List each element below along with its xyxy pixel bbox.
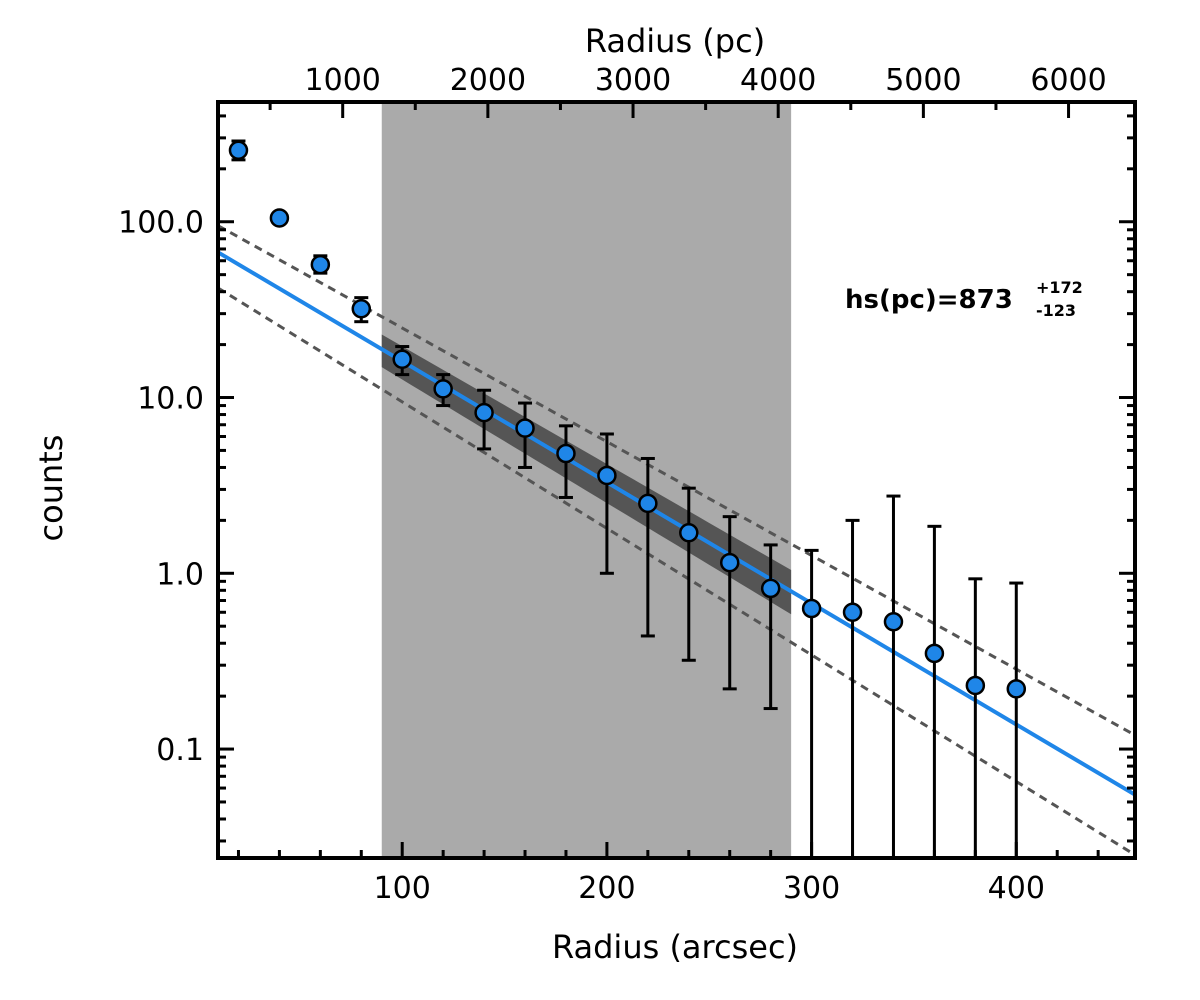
data-point	[638, 493, 658, 514]
x2-tick-label: 3000	[595, 63, 671, 98]
y-tick-label: 1.0	[156, 557, 204, 592]
data-point	[1006, 679, 1027, 699]
data-point	[474, 402, 494, 423]
data-point	[924, 643, 945, 664]
x-tick-label: 100	[374, 871, 431, 906]
lower-bound-line	[217, 286, 1136, 857]
data-point	[515, 418, 535, 438]
annotation-sup: +172	[1036, 278, 1083, 297]
data-point	[392, 349, 412, 370]
x-tick-label: 400	[988, 871, 1045, 906]
data-point	[351, 298, 372, 319]
x2-tick-label: 6000	[1030, 63, 1106, 98]
x2-tick-label: 1000	[305, 63, 381, 98]
y-tick-label: 10.0	[137, 382, 204, 417]
x2-tick-label: 2000	[450, 63, 526, 98]
plot-frame	[216, 100, 1137, 860]
x2-axis-label: Radius (pc)	[585, 22, 765, 60]
data-point	[842, 602, 863, 623]
data-point	[883, 612, 904, 632]
data-point	[228, 140, 249, 161]
data-point	[679, 523, 699, 543]
y-tick-label: 100.0	[118, 206, 204, 241]
x-tick-label: 300	[783, 871, 840, 906]
x2-tick-label: 5000	[885, 63, 961, 98]
data-point	[965, 675, 986, 696]
annotation-main: hs(pc)=873	[845, 285, 1013, 315]
data-point	[801, 598, 822, 619]
x2-tick-label: 4000	[740, 63, 816, 98]
data-point	[719, 552, 740, 573]
data-point	[556, 443, 576, 464]
x-tick-label: 200	[578, 871, 635, 906]
x-axis-label: Radius (arcsec)	[552, 928, 798, 966]
data-point	[310, 254, 331, 275]
data-point	[597, 465, 617, 486]
y-axis-label: counts	[32, 435, 70, 542]
data-point	[760, 578, 781, 599]
data-points-layer	[228, 140, 1027, 699]
annotation-sub: -123	[1036, 301, 1076, 320]
scale-height-annotation: hs(pc)=873	[845, 285, 1013, 315]
best-fit-line	[216, 250, 1137, 797]
y-tick-label: 0.1	[156, 733, 204, 768]
axes-frame-layer: 100 200 300 400 1000 2000 3000 4000 5000 6000 0.1 1…	[118, 63, 1137, 906]
data-point	[433, 379, 453, 399]
data-point	[269, 208, 290, 228]
